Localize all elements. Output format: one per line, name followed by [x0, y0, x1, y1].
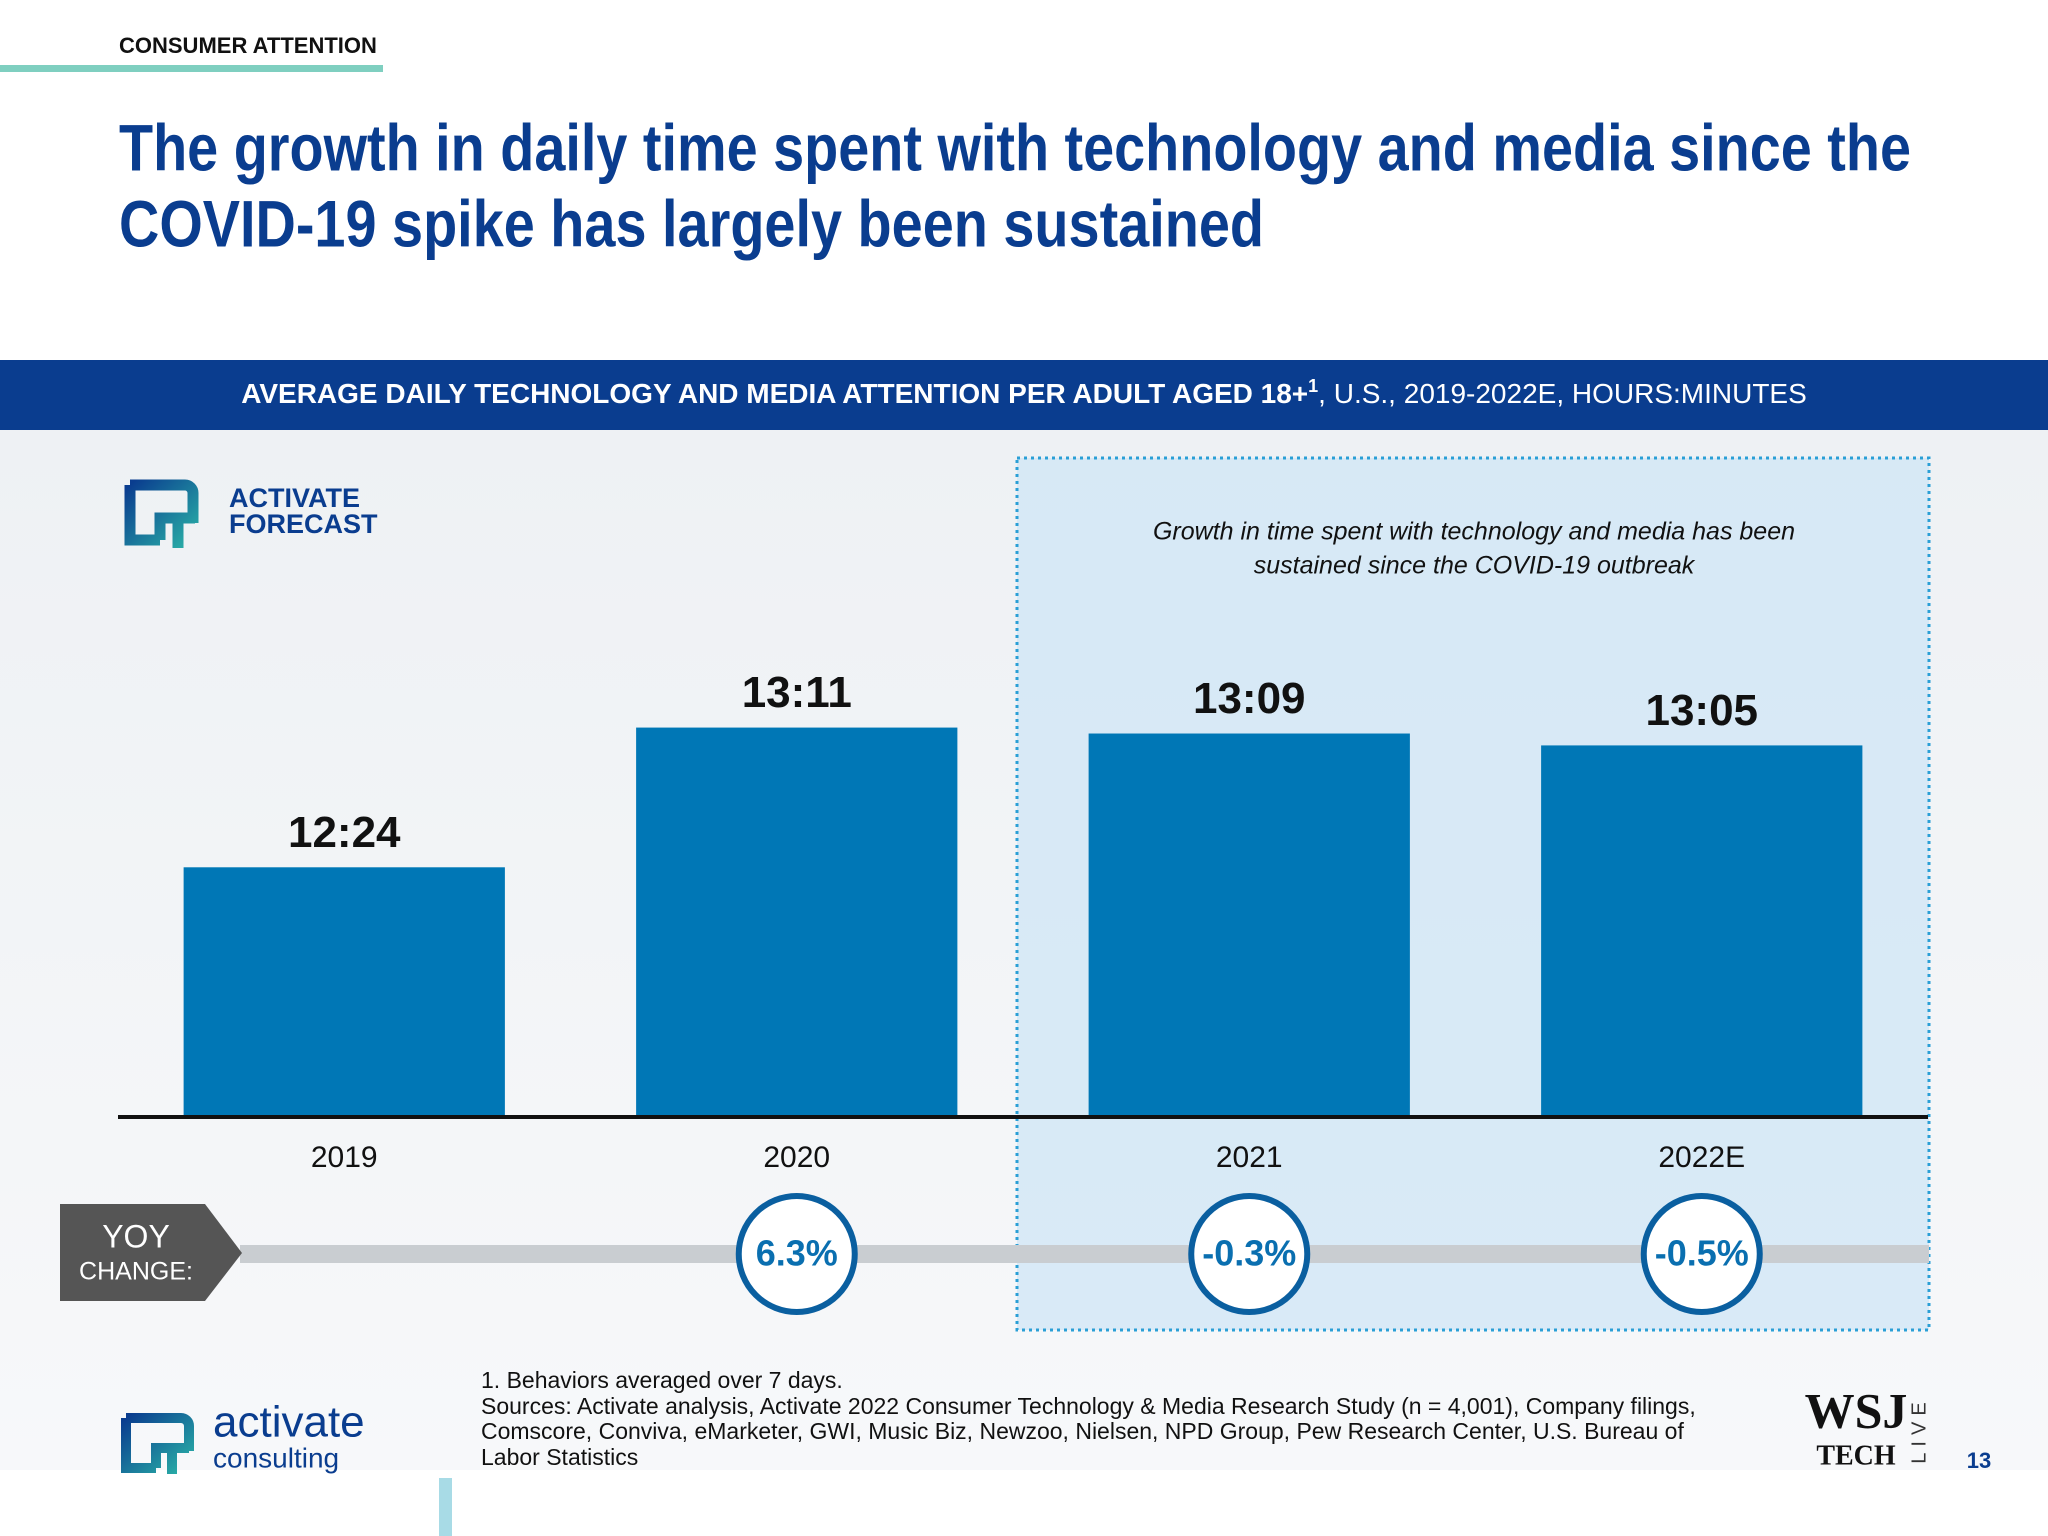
yoy-label: -0.5% [1655, 1233, 1749, 1274]
bar [636, 727, 958, 1117]
title-line: COVID-19 spike has largely been sustaine… [119, 186, 1264, 260]
annotation: Growth in time spent with technology and… [1153, 518, 1795, 546]
footnote: Comscore, Conviva, eMarketer, GWI, Music… [481, 1418, 1684, 1444]
annotation: sustained since the COVID-19 outbreak [1254, 552, 1696, 580]
footnote: Labor Statistics [481, 1444, 638, 1470]
banner [0, 360, 2048, 430]
badge-text: FORECAST [229, 509, 378, 539]
company-name: consulting [213, 1442, 339, 1473]
bar [1541, 745, 1863, 1117]
x-tick-label: 2022E [1658, 1141, 1745, 1174]
yoy-track [240, 1245, 1929, 1263]
section-label: CONSUMER ATTENTION [119, 33, 377, 58]
yoy-arrow [60, 1204, 242, 1301]
yoy-circle [735, 1193, 858, 1315]
yoy-label: 6.3% [756, 1233, 838, 1274]
partner-logo: WSJ [1805, 1382, 1908, 1438]
value-label: 13:09 [1193, 674, 1306, 723]
forecast-icon [124, 479, 199, 548]
yoy-title: YOY [102, 1218, 170, 1254]
value-label: 13:11 [742, 668, 852, 717]
yoy-circle [1640, 1193, 1763, 1315]
x-tick-label: 2020 [763, 1141, 830, 1174]
value-label: 12:24 [288, 808, 401, 857]
chart-subtitle: AVERAGE DAILY TECHNOLOGY AND MEDIA ATTEN… [241, 376, 1807, 410]
section-rule [0, 65, 383, 72]
partner-logo: TECH [1816, 1440, 1896, 1471]
accent-bar [439, 1478, 452, 1536]
bar [1088, 733, 1410, 1117]
x-tick-label: 2021 [1216, 1141, 1283, 1174]
company-icon [121, 1413, 194, 1474]
yoy-circle [1188, 1193, 1311, 1315]
subtitle-bold: AVERAGE DAILY TECHNOLOGY AND MEDIA ATTEN… [241, 378, 1308, 409]
yoy-title: CHANGE: [79, 1258, 193, 1286]
yoy-label: -0.3% [1202, 1233, 1296, 1274]
subtitle-sup: 1 [1308, 376, 1318, 396]
subtitle-rest: , U.S., 2019-2022E, HOURS:MINUTES [1318, 378, 1807, 409]
x-tick-label: 2019 [311, 1141, 378, 1174]
footnote: 1. Behaviors averaged over 7 days. [481, 1367, 843, 1393]
badge-text: ACTIVATE [229, 483, 360, 513]
footnote: Sources: Activate analysis, Activate 202… [481, 1393, 1696, 1419]
title-line: The growth in daily time spent with tech… [119, 110, 1911, 184]
partner-logo: LIVE [1908, 1396, 1930, 1463]
bar [183, 867, 505, 1117]
company-name: activate [213, 1398, 365, 1447]
value-label: 13:05 [1645, 686, 1758, 735]
page-number: 13 [1967, 1448, 1991, 1473]
